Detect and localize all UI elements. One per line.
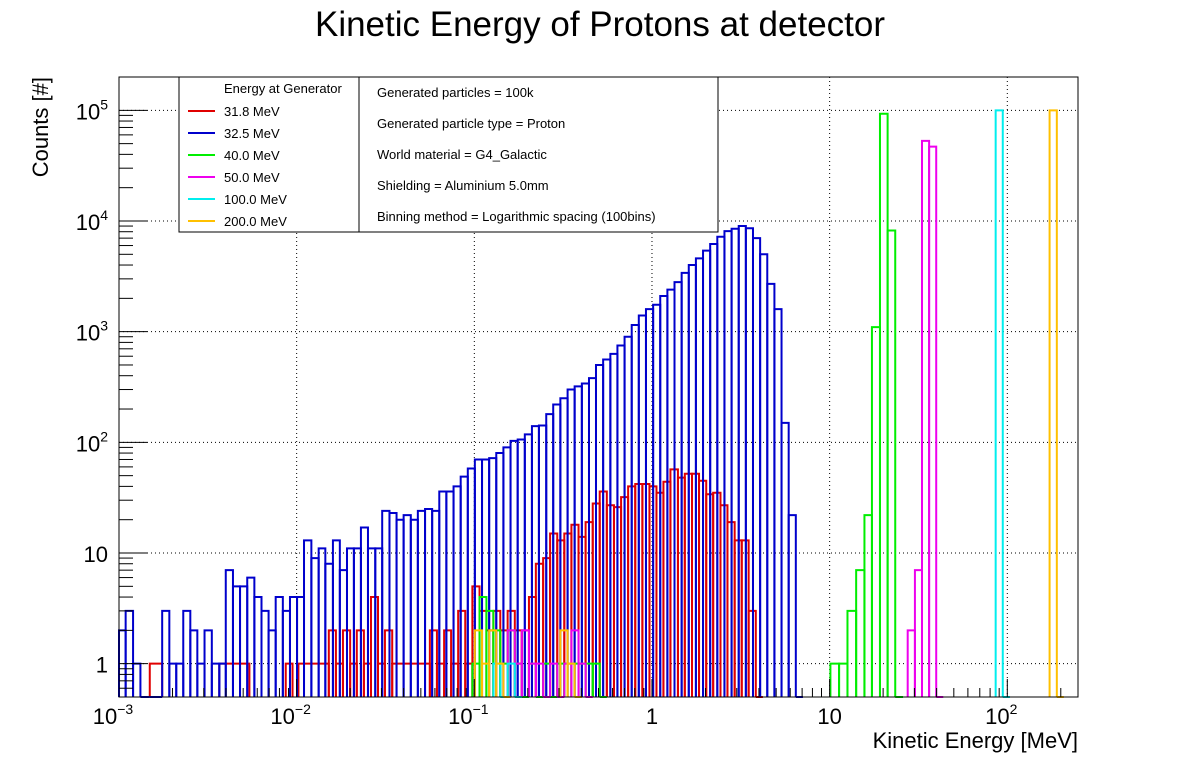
legend-label: 40.0 MeV xyxy=(224,148,280,163)
legend: Energy at Generator 31.8 MeV 32.5 MeV 40.0… xyxy=(178,76,361,233)
histogram-bin xyxy=(928,145,938,697)
y-tick-label: 104 xyxy=(76,207,108,235)
legend-label: 31.8 MeV xyxy=(224,104,280,119)
histogram-bin xyxy=(549,662,559,697)
y-tick-label: 1 xyxy=(96,653,108,678)
series-32-5-mev xyxy=(118,225,803,698)
histogram-bin xyxy=(457,609,467,697)
chart-title: Kinetic Energy of Protons at detector xyxy=(315,5,885,44)
legend-label: 50.0 MeV xyxy=(224,170,280,185)
x-tick-label: 10 xyxy=(817,704,841,729)
axes: 10−3 10−2 10−1 1 10 102 1 10 102 103 104 105 xyxy=(76,76,1062,729)
info-box-frame xyxy=(358,76,719,233)
x-tick-label: 102 xyxy=(985,701,1017,729)
histogram-bin xyxy=(994,109,1004,697)
x-tick-label: 10−3 xyxy=(93,701,134,729)
histogram-bin xyxy=(1048,109,1058,697)
y-tick-label: 102 xyxy=(76,428,108,456)
x-tick-label: 1 xyxy=(646,704,658,729)
info-line: World material = G4_Galactic xyxy=(377,147,547,162)
histogram-bin xyxy=(506,662,516,697)
y-tick-label: 103 xyxy=(76,318,108,346)
series-40-0-mev xyxy=(471,112,904,698)
info-box: Generated particles = 100k Generated par… xyxy=(358,76,719,233)
info-line: Binning method = Logarithmic spacing (10… xyxy=(377,209,656,224)
legend-label: 200.0 MeV xyxy=(224,214,287,229)
info-line: Shielding = Aluminium 5.0mm xyxy=(377,178,549,193)
legend-label: 32.5 MeV xyxy=(224,126,280,141)
x-tick-label: 10−2 xyxy=(270,701,311,729)
x-tick-label: 10−1 xyxy=(448,701,489,729)
histogram-bin xyxy=(577,662,587,697)
histogram-bin xyxy=(591,662,601,697)
y-axis-label: Counts [#] xyxy=(28,77,53,177)
histogram-bin xyxy=(161,609,171,697)
series-layer xyxy=(118,109,1064,698)
legend-label: 100.0 MeV xyxy=(224,192,287,207)
y-tick-label: 105 xyxy=(76,96,108,124)
series-200-0-mev xyxy=(473,109,1064,698)
info-line: Generated particle type = Proton xyxy=(377,116,565,131)
legend-entries: 31.8 MeV 32.5 MeV 40.0 MeV 50.0 MeV 100.0 Me… xyxy=(188,104,287,229)
histogram-bin xyxy=(566,662,576,697)
info-line: Generated particles = 100k xyxy=(377,85,534,100)
histogram-bin xyxy=(886,229,897,697)
histogram-bin xyxy=(495,662,505,697)
y-tick-label: 10 xyxy=(84,542,108,567)
legend-title: Energy at Generator xyxy=(224,81,342,96)
histogram-bin xyxy=(787,514,797,697)
x-axis-label: Kinetic Energy [MeV] xyxy=(873,728,1078,753)
histogram-bin xyxy=(534,662,545,697)
